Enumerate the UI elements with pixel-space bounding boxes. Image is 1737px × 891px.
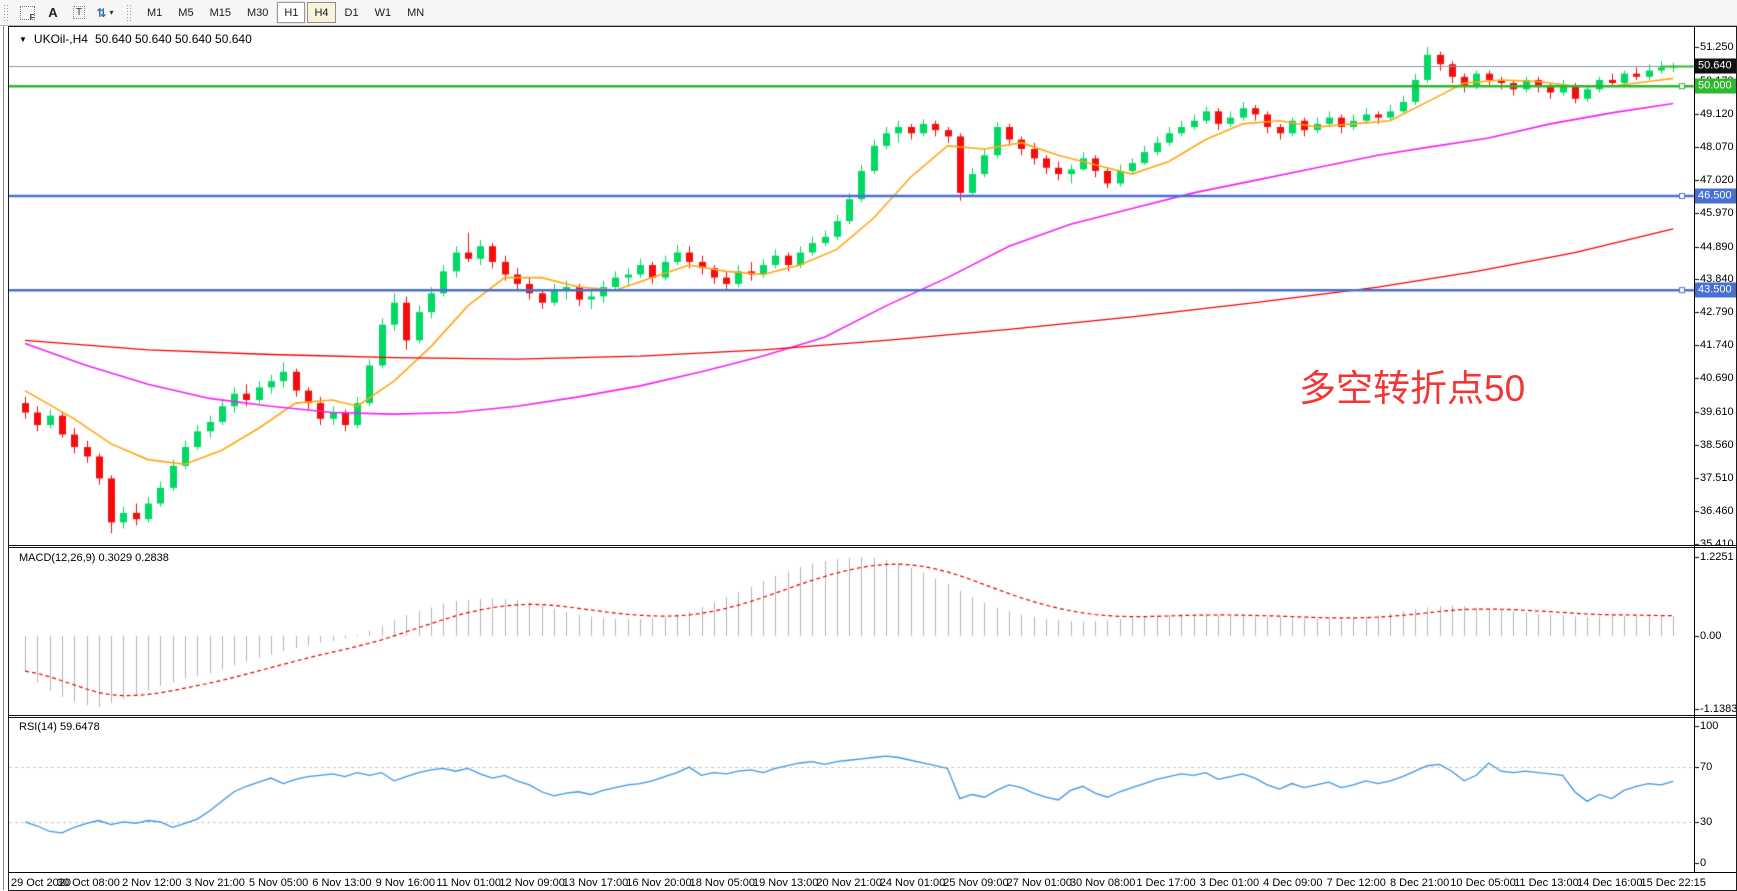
- time-label: 2 Nov 12:00: [122, 877, 182, 889]
- time-label: 3 Nov 21:00: [185, 877, 245, 889]
- toolbar-separator-handle[interactable]: [126, 3, 133, 22]
- time-label: 30 Oct 08:00: [56, 877, 120, 889]
- symbol-period-label: UKOil-,H4: [33, 32, 88, 46]
- left-gutter: [0, 26, 8, 890]
- price-tick-44.890: 44.890: [1700, 240, 1734, 253]
- time-label: 11 Dec 13:00: [1514, 877, 1579, 889]
- time-label: 18 Nov 05:00: [689, 877, 756, 889]
- macd-values: 0.3029 0.2838: [98, 552, 169, 564]
- price-tick-36.460: 36.460: [1700, 505, 1734, 518]
- time-label: 11 Nov 01:00: [436, 877, 502, 889]
- price-axis-line: [1694, 27, 1695, 872]
- macd-tick-1.2251: 1.2251: [1700, 551, 1734, 563]
- time-label: 6 Nov 13:00: [312, 877, 372, 889]
- font-tool-button[interactable]: A: [41, 2, 65, 24]
- timeframe-D1[interactable]: D1: [344, 6, 359, 19]
- price-chart-canvas[interactable]: [9, 27, 1736, 890]
- macd-panel-label: MACD(12,26,9) 0.3029 0.2838: [19, 552, 169, 564]
- font-icon: A: [48, 5, 58, 20]
- price-badge-43.500: 43.500: [1695, 282, 1736, 298]
- price-tick-48.070: 48.070: [1700, 140, 1734, 153]
- price-tick-38.560: 38.560: [1700, 439, 1734, 452]
- time-label: 29 Oct 2020: [11, 877, 71, 889]
- timeframe-M30[interactable]: M30: [246, 6, 269, 19]
- macd-tick-0.00: 0.00: [1700, 629, 1722, 642]
- timeframe-M15[interactable]: M15: [209, 6, 231, 19]
- timeframe-M1[interactable]: M1: [147, 6, 163, 19]
- rsi-panel-label: RSI(14) 59.6478: [19, 721, 100, 733]
- timeframe-M5[interactable]: M5: [178, 6, 194, 19]
- price-tick-41.740: 41.740: [1700, 339, 1734, 352]
- cycle-arrows-icon: ⇅: [96, 5, 107, 20]
- chart-symbol-title: ▼ UKOil-,H4 50.640 50.640 50.640 50.640: [19, 32, 252, 46]
- time-label: 4 Dec 09:00: [1263, 877, 1323, 889]
- time-label: 3 Dec 01:00: [1199, 877, 1260, 889]
- time-label: 14 Dec 16:00: [1577, 877, 1643, 889]
- time-label: 13 Nov 17:00: [562, 877, 629, 889]
- panel-separator-main-macd[interactable]: [9, 545, 1736, 548]
- price-tick-35.410: 35.410: [1700, 538, 1734, 550]
- time-label: 7 Dec 12:00: [1326, 877, 1386, 889]
- macd-tick--1.1383: -1.1383: [1700, 703, 1737, 715]
- text-annotation: 多空转折点50: [1299, 368, 1526, 409]
- price-tick-49.120: 49.120: [1700, 107, 1734, 120]
- top-toolbar: F A T ⇅ ▾ M1 M5 M15 M30 H1 H4 D1 W1 MN: [0, 0, 1737, 26]
- time-label: 24 Nov 01:00: [879, 877, 946, 889]
- time-label: 8 Dec 21:00: [1389, 877, 1450, 889]
- text-label-button[interactable]: T: [67, 2, 91, 24]
- rsi-tick-0: 0: [1700, 857, 1707, 869]
- one-click-trading-arrow-icon[interactable]: ▼: [19, 34, 27, 44]
- time-label: 9 Nov 16:00: [375, 877, 436, 889]
- time-label: 25 Nov 09:00: [943, 877, 1009, 889]
- timeframe-W1[interactable]: W1: [374, 6, 392, 19]
- toolbar-drag-handle[interactable]: [3, 3, 10, 22]
- rsi-tick-70: 70: [1700, 761, 1713, 774]
- chevron-down-icon: ▾: [109, 8, 114, 17]
- templates-button[interactable]: F: [15, 2, 39, 24]
- timeframe-toolbar: M1 M5 M15 M30 H1 H4 D1 W1 MN: [139, 2, 432, 23]
- price-tick-43.840: 43.840: [1700, 273, 1734, 286]
- rsi-tick-30: 30: [1700, 815, 1713, 828]
- ohlc-values: 50.640 50.640 50.640 50.640: [94, 32, 252, 46]
- time-label: 15 Dec 22:15: [1640, 877, 1706, 889]
- price-tick-42.790: 42.790: [1700, 306, 1734, 319]
- timeframe-H4[interactable]: H4: [307, 2, 336, 23]
- price-tick-39.610: 39.610: [1700, 406, 1734, 419]
- cycle-tool-button[interactable]: ⇅ ▾: [93, 2, 117, 24]
- price-badge-50.000: 50.000: [1695, 78, 1736, 94]
- time-label: 20 Nov 21:00: [816, 877, 882, 889]
- chart-window: ▼ UKOil-,H4 50.640 50.640 50.640 50.640 …: [8, 26, 1737, 891]
- time-axis[interactable]: 29 Oct 2020 30 Oct 08:00 2 Nov 12:00 3 Nov …: [9, 872, 1736, 890]
- price-tick-37.510: 37.510: [1700, 472, 1734, 485]
- text-label-icon: T: [72, 6, 86, 19]
- price-tick-51.250: 51.250: [1700, 41, 1734, 53]
- time-label: 5 Nov 05:00: [248, 877, 309, 889]
- time-label: 10 Dec 05:00: [1450, 877, 1516, 889]
- time-label: 1 Dec 17:00: [1136, 877, 1196, 889]
- rsi-tick-100: 100: [1700, 720, 1719, 732]
- time-label: 16 Nov 20:00: [626, 877, 692, 889]
- templates-icon: F: [19, 5, 35, 22]
- price-tick-40.690: 40.690: [1700, 372, 1734, 385]
- price-badge-50.640: 50.640: [1695, 58, 1736, 74]
- time-label: 19 Nov 13:00: [752, 877, 819, 889]
- price-tick-45.970: 45.970: [1700, 206, 1734, 219]
- timeframe-H1[interactable]: H1: [277, 2, 306, 23]
- price-tick-47.020: 47.020: [1700, 173, 1734, 186]
- timeframe-MN[interactable]: MN: [407, 6, 425, 19]
- time-label: 30 Nov 08:00: [1069, 877, 1136, 889]
- time-label: 12 Nov 09:00: [499, 877, 565, 889]
- rsi-value: 59.6478: [59, 721, 100, 733]
- price-badge-46.500: 46.500: [1695, 188, 1736, 204]
- time-label: 27 Nov 01:00: [1006, 877, 1072, 889]
- panel-separator-macd-rsi[interactable]: [9, 715, 1736, 718]
